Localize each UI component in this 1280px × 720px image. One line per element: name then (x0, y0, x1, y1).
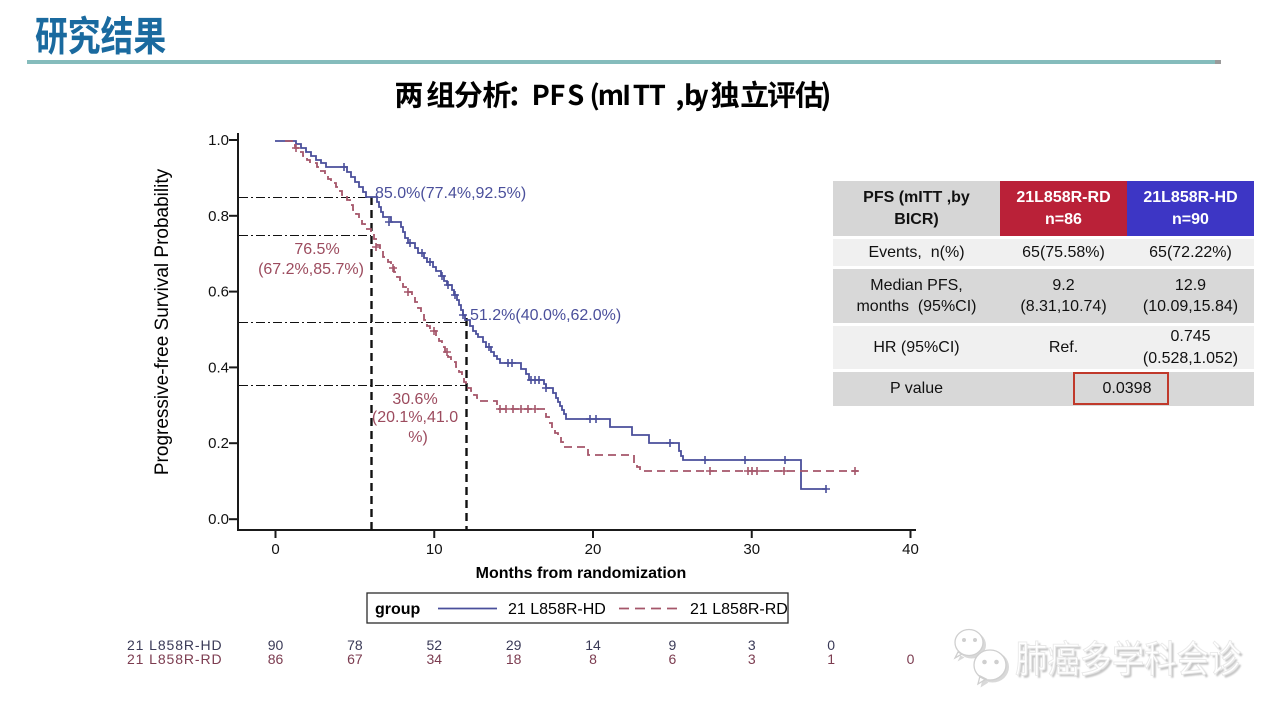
svg-text:85.0%(77.4%,92.5%): 85.0%(77.4%,92.5%) (375, 185, 526, 202)
svg-text:21 L858R-HD: 21 L858R-HD (508, 601, 606, 618)
svg-text:0: 0 (827, 637, 835, 653)
svg-text:3: 3 (748, 637, 756, 653)
svg-text:Progressive-free Survival Prob: Progressive-free Survival Probability (152, 168, 173, 475)
svg-text:20: 20 (585, 541, 602, 558)
svg-text:6: 6 (668, 651, 676, 667)
svg-text:%): %) (408, 429, 428, 446)
svg-text:34: 34 (426, 651, 442, 667)
svg-text:0.2: 0.2 (208, 435, 229, 452)
svg-text:29: 29 (506, 637, 522, 653)
svg-text:1.0: 1.0 (208, 132, 229, 149)
svg-text:51.2%(40.0%,62.0%): 51.2%(40.0%,62.0%) (470, 307, 621, 324)
svg-text:40: 40 (902, 541, 919, 558)
svg-text:0.8: 0.8 (208, 208, 229, 225)
svg-text:0.6: 0.6 (208, 284, 229, 301)
svg-text:30: 30 (743, 541, 760, 558)
svg-text:8: 8 (589, 651, 597, 667)
svg-text:86: 86 (268, 651, 284, 667)
svg-text:(20.1%,41.0: (20.1%,41.0 (372, 409, 458, 426)
svg-text:90: 90 (268, 637, 284, 653)
svg-text:21 L858R-RD: 21 L858R-RD (690, 601, 788, 618)
svg-text:9: 9 (668, 637, 676, 653)
svg-text:21 L858R-HD: 21 L858R-HD (127, 637, 223, 653)
svg-text:0.0: 0.0 (208, 511, 229, 528)
svg-text:Months from randomization: Months from randomization (476, 565, 687, 582)
svg-text:76.5%: 76.5% (294, 241, 339, 258)
svg-text:14: 14 (585, 637, 601, 653)
svg-text:30.6%: 30.6% (392, 391, 437, 408)
svg-text:1: 1 (827, 651, 835, 667)
svg-text:(67.2%,85.7%): (67.2%,85.7%) (258, 261, 364, 278)
svg-text:18: 18 (506, 651, 522, 667)
svg-text:0.4: 0.4 (208, 359, 229, 376)
svg-text:3: 3 (748, 651, 756, 667)
svg-text:group: group (375, 601, 421, 618)
svg-text:10: 10 (426, 541, 443, 558)
svg-text:21 L858R-RD: 21 L858R-RD (127, 651, 223, 667)
svg-text:67: 67 (347, 651, 363, 667)
svg-text:78: 78 (347, 637, 363, 653)
svg-text:0: 0 (271, 541, 279, 558)
svg-text:52: 52 (426, 637, 442, 653)
svg-text:0: 0 (907, 651, 915, 667)
